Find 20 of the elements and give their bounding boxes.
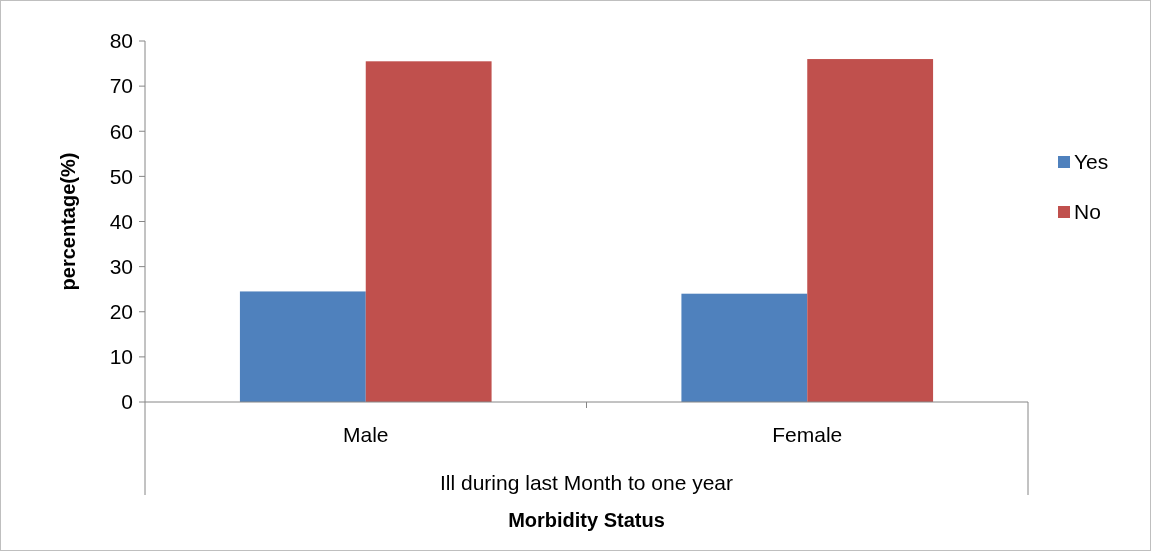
bar [681, 293, 808, 402]
y-tick-label: 40 [109, 209, 133, 233]
y-tick-label: 10 [109, 345, 133, 369]
legend-label: Yes [1074, 150, 1109, 174]
y-tick-label: 80 [109, 29, 133, 53]
bar [807, 59, 934, 402]
text: Ill during last Month to one year [440, 471, 733, 494]
x-tick-label: Female [772, 423, 843, 446]
y-tick-label: 0 [121, 390, 133, 414]
y-tick-label: 20 [109, 300, 133, 324]
bar [365, 61, 492, 402]
bar [239, 291, 366, 402]
x-tick-label: Male [342, 423, 389, 446]
x-axis-title: Morbidity Status [508, 509, 665, 531]
y-tick-label: 50 [109, 164, 133, 188]
y-tick-label: 60 [109, 119, 133, 143]
y-tick-label: 70 [109, 74, 133, 98]
y-axis-title: percentage(%) [57, 152, 79, 291]
y-tick-label: 30 [109, 254, 133, 278]
legend-label: No [1074, 200, 1101, 224]
